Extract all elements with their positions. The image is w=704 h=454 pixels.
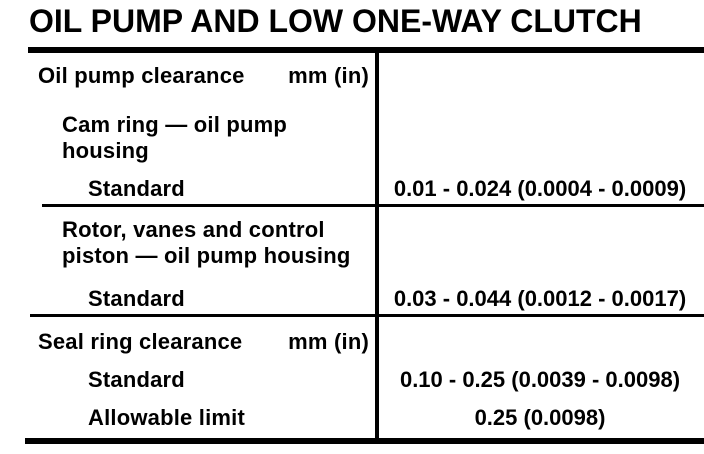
section-header-row: Seal ring clearance mm (in) <box>38 329 369 355</box>
page-title: OIL PUMP AND LOW ONE-WAY CLUTCH <box>29 3 642 39</box>
unit-label: mm (in) <box>288 329 369 354</box>
spec-label: Standard <box>88 286 185 311</box>
spec-value: 0.25 (0.0098) <box>474 405 606 430</box>
spec-label: Standard <box>88 367 185 392</box>
spec-label: Standard <box>88 176 185 201</box>
section-header: Oil pump clearance <box>38 63 245 88</box>
spec-value: 0.03 - 0.044 (0.0012 - 0.0017) <box>393 286 687 311</box>
section-header-row: Oil pump clearance mm (in) <box>38 63 369 89</box>
spec-value: 0.10 - 0.25 (0.0039 - 0.0098) <box>399 367 681 392</box>
item-label: Cam ring — oil pump <box>62 112 288 137</box>
unit-label: mm (in) <box>288 63 369 88</box>
item-label: piston — oil pump housing <box>62 243 351 268</box>
item-label: Rotor, vanes and control <box>62 217 325 242</box>
section-header: Seal ring clearance <box>38 329 243 354</box>
row-separator-2 <box>30 314 704 317</box>
row-separator-1 <box>42 204 704 207</box>
title-rule <box>28 47 704 53</box>
bottom-rule <box>25 438 704 444</box>
spec-label: Allowable limit <box>88 405 246 430</box>
item-label: housing <box>62 138 149 163</box>
column-divider <box>375 53 379 444</box>
spec-value: 0.01 - 0.024 (0.0004 - 0.0009) <box>393 176 687 201</box>
